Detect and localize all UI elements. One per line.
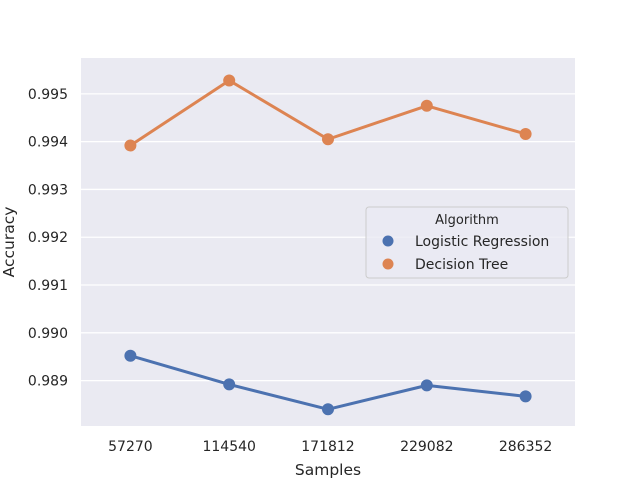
x-tick-label: 171812 <box>301 439 354 455</box>
series-layer <box>124 74 532 416</box>
data-point <box>420 99 433 112</box>
legend-box <box>365 206 569 279</box>
legend-title: Algorithm <box>435 213 499 228</box>
y-tick-label: 0.990 <box>28 326 68 342</box>
legend-entries: Logistic Regression Decision Tree <box>382 234 549 273</box>
y-tick-label: 0.993 <box>28 182 68 198</box>
data-point <box>223 378 236 391</box>
x-tick-label: 114540 <box>202 439 255 455</box>
y-tick-label: 0.992 <box>28 230 68 246</box>
data-point <box>519 127 532 140</box>
data-point <box>322 403 334 416</box>
data-point <box>223 74 236 87</box>
legend-label: Logistic Regression <box>415 234 549 250</box>
data-point <box>420 379 433 392</box>
x-tick-label: 229082 <box>400 439 453 455</box>
data-point <box>519 390 532 403</box>
y-axis-title: Accuracy <box>0 207 18 278</box>
legend-marker <box>382 235 394 247</box>
x-axis-title: Samples <box>295 461 361 479</box>
y-tick-labels: 0.989 0.990 0.991 0.992 0.993 0.994 0.995 <box>28 87 68 390</box>
series-logistic-regression <box>124 349 532 416</box>
series-decision-tree <box>124 74 532 152</box>
data-point <box>124 139 137 152</box>
y-tick-label: 0.995 <box>28 87 68 103</box>
y-tick-label: 0.994 <box>28 135 68 151</box>
data-point <box>124 349 137 362</box>
legend-marker <box>382 258 394 270</box>
y-tick-label: 0.991 <box>28 278 68 294</box>
y-tick-label: 0.989 <box>28 374 68 390</box>
legend: Algorithm Logistic Regression Decision Tr… <box>365 206 569 279</box>
data-point <box>322 133 334 146</box>
x-tick-labels: 57270 114540 171812 229082 286352 <box>108 439 552 455</box>
x-tick-label: 57270 <box>108 439 153 455</box>
x-tick-label: 286352 <box>499 439 552 455</box>
legend-label: Decision Tree <box>415 257 508 273</box>
